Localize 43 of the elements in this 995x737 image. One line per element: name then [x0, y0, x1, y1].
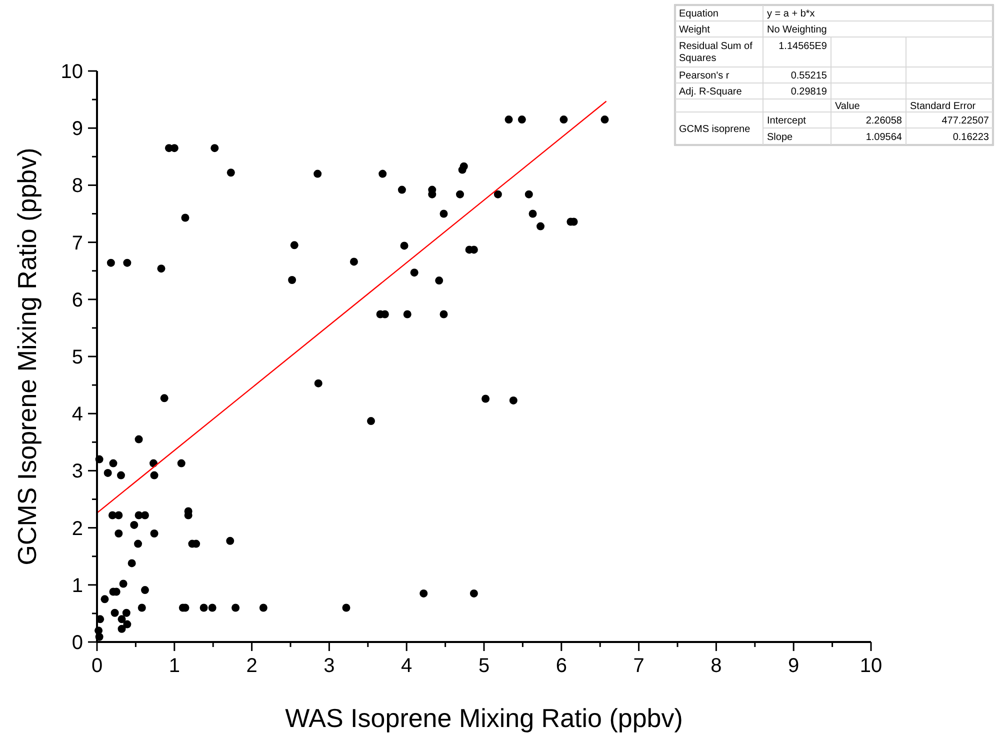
- x-axis-title: WAS Isoprene Mixing Ratio (ppbv): [285, 703, 683, 733]
- x-tick-label: 10: [860, 655, 882, 677]
- x-tick-label: 4: [401, 655, 412, 677]
- y-tick-label: 2: [72, 518, 83, 540]
- annotation: 2.26058: [866, 116, 902, 126]
- y-axis-title: GCMS Isoprene Mixing Ratio (ppbv): [12, 148, 42, 566]
- y-tick-label: 5: [72, 346, 83, 368]
- annotation: 0.55215: [790, 70, 828, 82]
- text: Equation: [679, 8, 718, 20]
- x-tick-label: 0: [91, 655, 103, 677]
- x-tick-label: 3: [324, 655, 335, 677]
- y-tick-label: 1: [72, 574, 83, 597]
- x-tick-label: 1: [168, 655, 180, 677]
- text: 477.22507: [942, 116, 990, 126]
- annotation: Intercept: [767, 116, 806, 126]
- x-tick-label: 2: [246, 655, 258, 677]
- text: Residual Sum of Squares: [679, 41, 753, 64]
- text: Weight: [679, 24, 710, 36]
- annotation: Adj. R-Square: [679, 86, 742, 98]
- x-tick-label: 7: [633, 655, 644, 677]
- text: 1.14565E9: [778, 41, 828, 52]
- y-tick-label: 9: [72, 118, 83, 140]
- x-tick-label: 9: [788, 655, 800, 677]
- annotation: 0.29819: [790, 86, 828, 98]
- y-tick-label: 10: [60, 61, 83, 83]
- text: 0.16223: [952, 132, 990, 143]
- annotation: Slope: [767, 132, 794, 143]
- text: Standard Error: [910, 101, 976, 112]
- y-tick-label: 4: [72, 404, 83, 426]
- y-tick-label: 6: [72, 289, 83, 312]
- x-tick-label: 8: [710, 655, 722, 677]
- text: y = a + b*x: [767, 8, 815, 20]
- annotation: Pearson's r: [679, 70, 730, 82]
- y-tick-label: 8: [72, 175, 83, 198]
- annotation: 1.09564: [866, 132, 902, 143]
- y-tick-label: 3: [72, 460, 83, 483]
- text: No Weighting: [767, 24, 827, 36]
- y-tick-label: 7: [72, 232, 83, 254]
- x-tick-label: 5: [478, 655, 490, 677]
- y-tick-label: 0: [72, 632, 83, 654]
- annotation: GCMS isoprene: [679, 124, 751, 135]
- annotation: Value: [835, 101, 860, 112]
- x-tick-label: 6: [556, 655, 567, 677]
